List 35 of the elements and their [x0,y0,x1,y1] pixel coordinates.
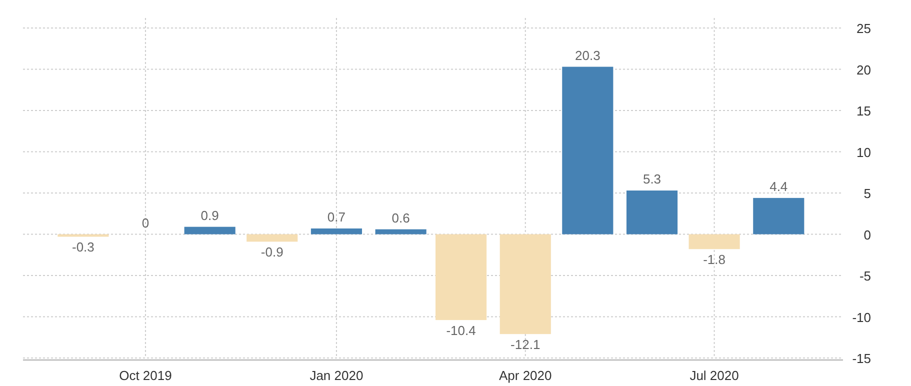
bar [184,226,236,234]
bar [310,228,362,234]
data-label: -0.3 [72,240,94,255]
x-tick-label: Jan 2020 [310,368,364,383]
data-label: -10.4 [446,323,476,338]
bar [500,234,551,334]
data-label: 0.6 [392,210,410,226]
data-label: 4.4 [770,178,788,194]
y-tick-label: 20 [856,62,871,78]
y-tick-label: 0 [864,227,871,242]
bar [753,198,804,234]
y-tick-label: 5 [864,186,871,201]
data-label: -1.8 [703,252,726,268]
y-tick-label: -10 [852,310,871,325]
bar [435,234,487,320]
x-tick-label: Oct 2019 [119,368,172,383]
bar [688,234,740,250]
y-tick-label: 15 [856,104,871,118]
bar [562,66,614,234]
x-tick-label: Jul 2020 [690,368,739,383]
data-label: -0.9 [260,244,284,260]
data-label: 0 [142,215,150,230]
x-tick-label: Apr 2020 [498,368,552,383]
data-label: -12.1 [510,337,540,352]
y-tick-label: -15 [852,351,871,366]
bar [375,229,426,234]
data-label: 0.7 [327,209,346,224]
y-tick-label: 10 [856,144,871,160]
bar [246,234,298,242]
data-label: 5.3 [642,172,662,187]
bar [626,190,678,234]
y-tick-label: -5 [859,268,871,284]
data-label: 20.3 [575,48,600,63]
data-label: 0.9 [200,208,219,223]
y-tick-label: 25 [856,21,871,36]
